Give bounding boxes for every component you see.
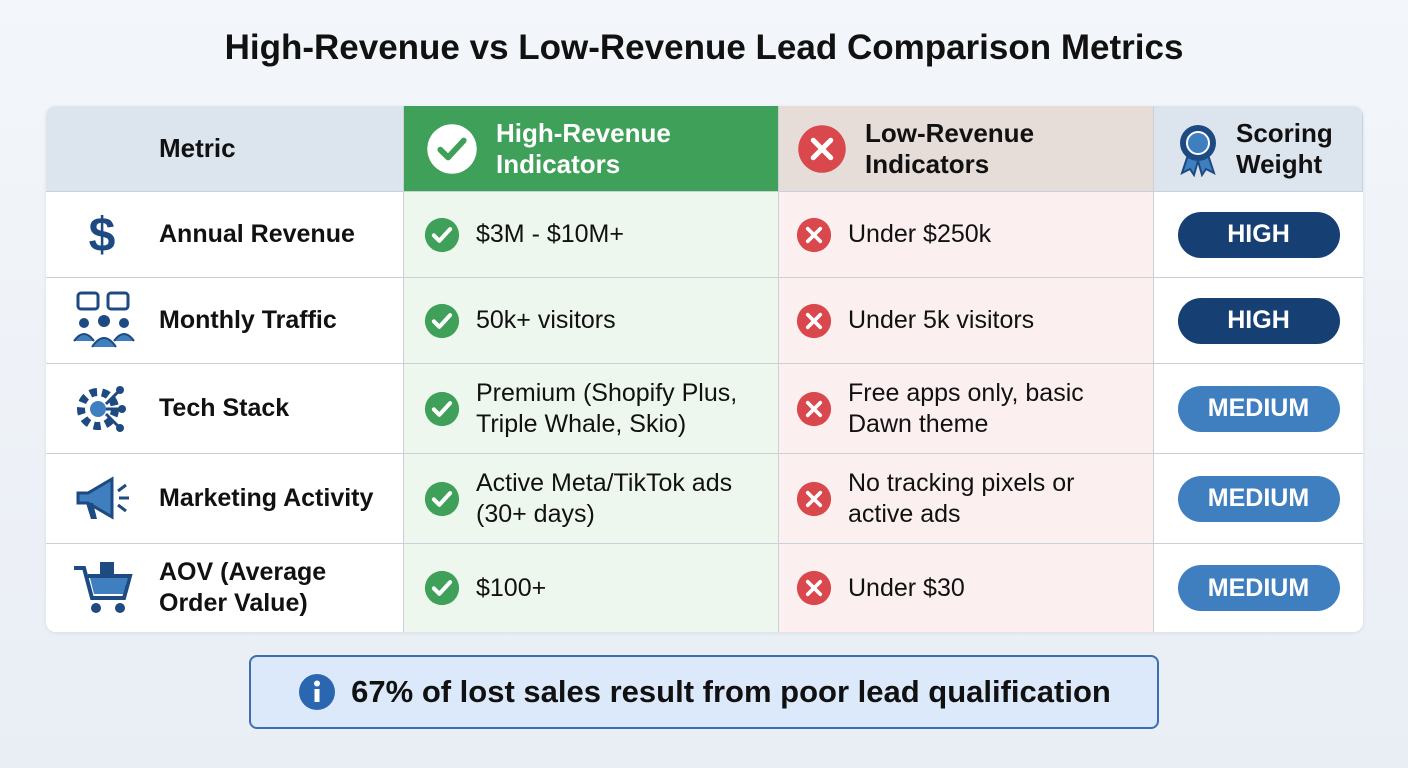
header-cell: High-Revenue Indicators (404, 106, 779, 192)
weight-badge: MEDIUM (1177, 475, 1340, 522)
table-cell: Tech Stack (46, 364, 404, 454)
check-icon (424, 570, 460, 606)
metric-name: Tech Stack (159, 394, 290, 422)
cart-icon (74, 562, 133, 613)
header-cell: Low-Revenue Indicators (779, 106, 1154, 192)
low-indicator: No tracking pixels or active ads (848, 468, 1075, 528)
traffic-icon (73, 291, 135, 348)
check-icon (424, 481, 460, 516)
weight-badge: HIGH (1177, 211, 1340, 258)
table-cell: $ Annual Revenue (46, 192, 404, 278)
cross-icon (796, 391, 832, 426)
table-cell: $3M - $10M+ (404, 192, 779, 278)
table-cell: Under $250k (779, 192, 1154, 278)
note-box: 67% of lost sales result from poor lead … (249, 655, 1159, 729)
table-cell: Under $30 (779, 544, 1154, 632)
table-cell: MEDIUM (1154, 544, 1363, 632)
header-text: Low-Revenue Indicators (865, 117, 1035, 179)
header-cell: Scoring Weight (1154, 106, 1363, 192)
metric-name: Annual Revenue (159, 220, 355, 248)
low-indicator: Under $30 (848, 573, 965, 602)
cross-icon (796, 481, 832, 516)
table-cell: Premium (Shopify Plus, Triple Whale, Ski… (404, 364, 779, 454)
high-indicator: Active Meta/TikTok ads (30+ days) (476, 468, 733, 528)
award-icon (1180, 124, 1216, 177)
table-cell: No tracking pixels or active ads (779, 454, 1154, 544)
weight-badge: HIGH (1177, 297, 1340, 344)
metric-name: Marketing Activity (159, 484, 374, 512)
info-icon (299, 674, 336, 710)
table-cell: Free apps only, basic Dawn theme (779, 364, 1154, 454)
table-cell: Marketing Activity (46, 454, 404, 544)
high-indicator: $3M - $10M+ (476, 220, 624, 248)
cross-icon (796, 217, 832, 252)
cross-icon (796, 570, 832, 606)
header-text: High-Revenue Indicators (496, 117, 671, 179)
table-cell: HIGH (1154, 192, 1363, 278)
table-cell: MEDIUM (1154, 454, 1363, 544)
check-icon (424, 391, 460, 426)
check-icon (427, 123, 477, 174)
check-icon (424, 217, 460, 252)
table-cell: Under 5k visitors (779, 278, 1154, 364)
cross-icon (798, 124, 846, 173)
low-indicator: Under 5k visitors (848, 306, 1035, 334)
comparison-table: Metric High-Revenue Indicators Low-Revenue… (46, 106, 1363, 632)
header-cell: Metric (46, 106, 404, 192)
high-indicator: $100+ (476, 573, 547, 602)
header-text: Scoring Weight (1236, 117, 1333, 179)
table-cell: Active Meta/TikTok ads (30+ days) (404, 454, 779, 544)
high-indicator: 50k+ visitors (476, 306, 616, 334)
header-text: Metric (159, 133, 236, 163)
megaphone-icon (76, 475, 129, 520)
table-cell: Monthly Traffic (46, 278, 404, 364)
low-indicator: Free apps only, basic Dawn theme (848, 378, 1084, 438)
high-indicator: Premium (Shopify Plus, Triple Whale, Ski… (476, 378, 738, 438)
metric-name: Monthly Traffic (159, 306, 337, 334)
note-text: 67% of lost sales result from poor lead … (351, 674, 1111, 709)
table-cell: 50k+ visitors (404, 278, 779, 364)
metric-name: AOV (Average Order Value) (159, 558, 327, 617)
tech-icon (77, 385, 126, 432)
weight-badge: MEDIUM (1177, 565, 1340, 611)
table-cell: MEDIUM (1154, 364, 1363, 454)
dollar-icon: $ (89, 209, 116, 262)
table-cell: $100+ (404, 544, 779, 632)
check-icon (424, 303, 460, 338)
weight-badge: MEDIUM (1177, 385, 1340, 432)
svg-text:$: $ (89, 209, 116, 262)
low-indicator: Under $250k (848, 220, 992, 248)
title: High-Revenue vs Low-Revenue Lead Compari… (224, 28, 1184, 67)
table-cell: AOV (Average Order Value) (46, 544, 404, 632)
cross-icon (796, 303, 832, 338)
table-cell: HIGH (1154, 278, 1363, 364)
